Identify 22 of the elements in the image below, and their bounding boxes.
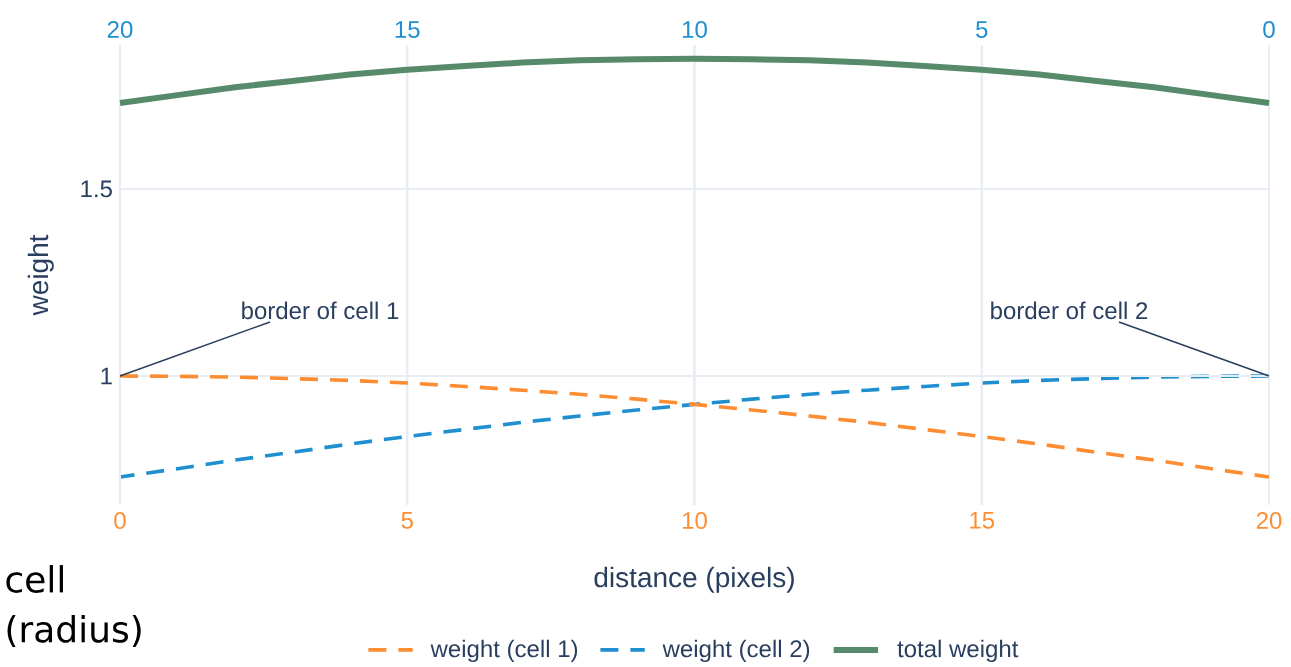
- y-tick-label: 1: [101, 367, 112, 385]
- x2-tick-label: 20: [107, 20, 133, 38]
- x-axis-title: distance (pixels): [594, 566, 794, 593]
- x-tick-label: 10: [682, 512, 707, 530]
- x-tick-label: 0: [114, 512, 126, 530]
- annotation: border of cell 1: [242, 301, 399, 320]
- text: (radius): [7, 614, 141, 648]
- x2-tick-label: 5: [976, 21, 988, 38]
- line-series: [118, 374, 1271, 479]
- y-axis-title: weight: [27, 234, 54, 316]
- x2-tick-label: 0: [1263, 20, 1275, 38]
- x-tick-label: 20: [1256, 512, 1282, 530]
- legend-label: weight (cell 2): [662, 639, 810, 663]
- legend-label: weight (cell 1): [430, 639, 578, 663]
- legend-label: total weight: [897, 639, 1019, 663]
- y-tick-label: 1.5: [81, 180, 112, 198]
- text: cell: [6, 565, 63, 593]
- annotation: border of cell 2: [991, 301, 1148, 320]
- x-tick-label: 5: [401, 512, 413, 529]
- x2-tick-label: 10: [682, 20, 707, 38]
- x-tick-label: 15: [970, 512, 995, 529]
- x2-tick-label: 15: [395, 21, 420, 38]
